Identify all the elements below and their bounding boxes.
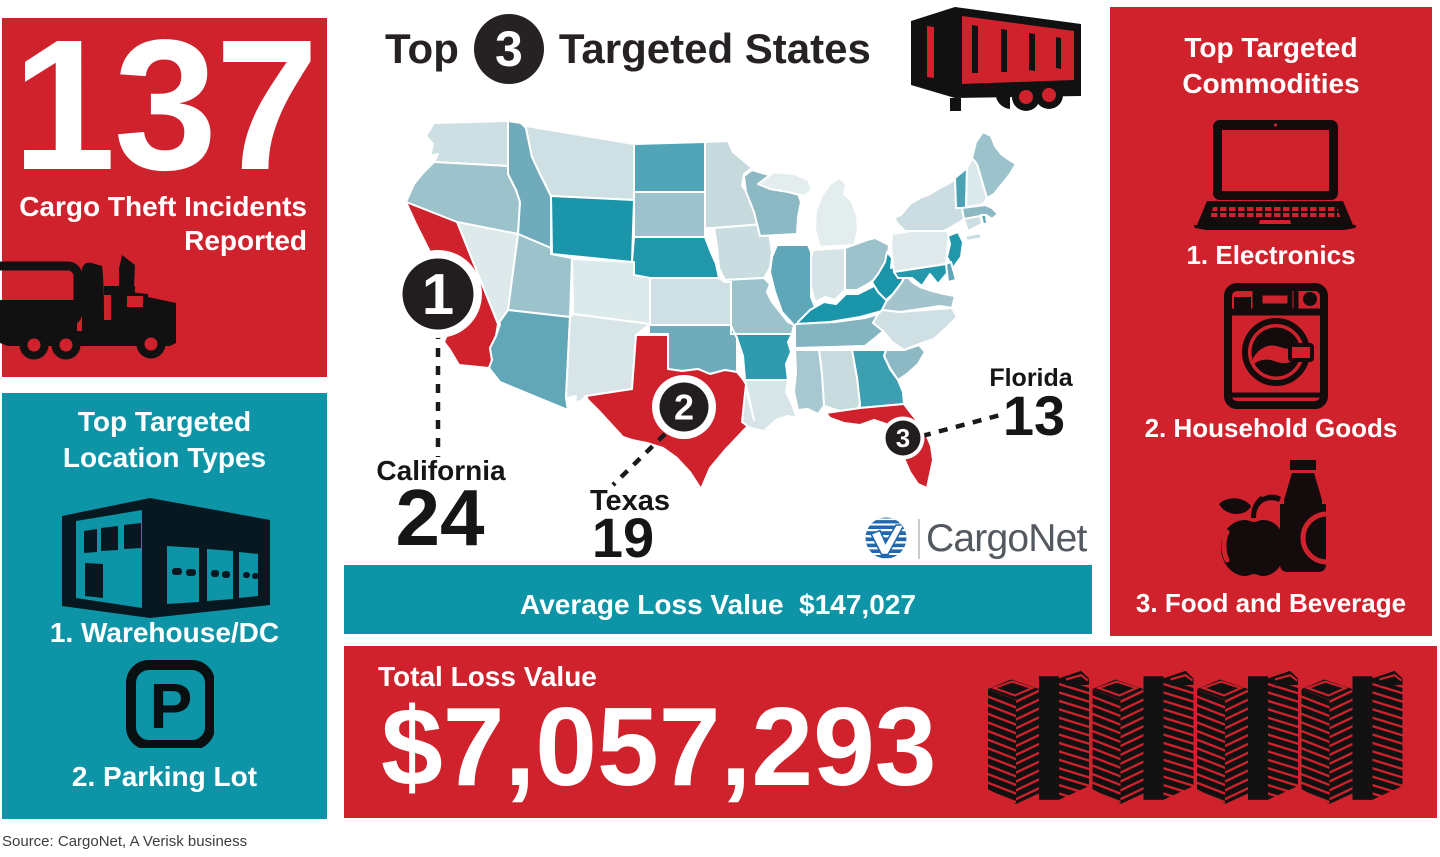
svg-text:P: P [150, 670, 193, 742]
